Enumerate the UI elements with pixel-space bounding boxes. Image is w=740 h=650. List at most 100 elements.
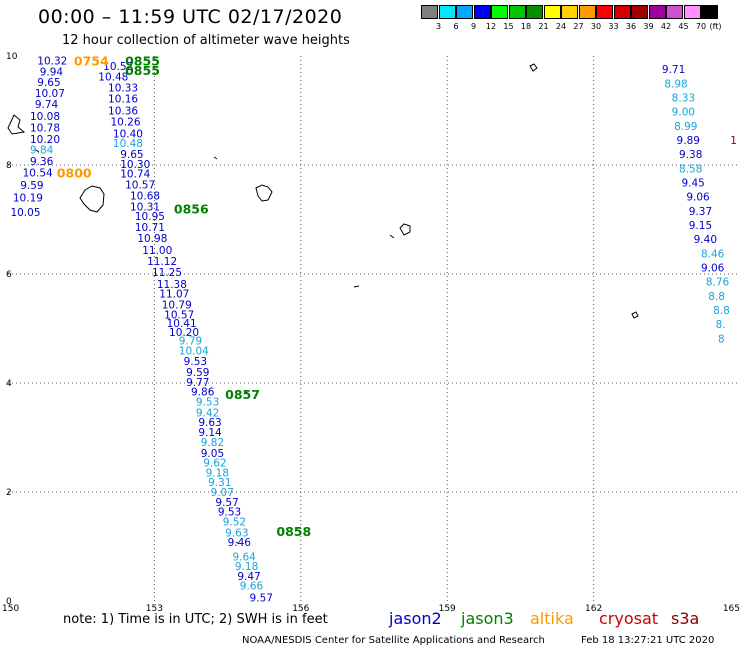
wave-height-values: 10.329.949.6510.079.7410.0810.7810.209.8… [10,55,736,604]
map-subtitle: 12 hour collection of altimeter wave hei… [62,33,350,48]
wave-height-value: 8.99 [674,121,697,133]
wave-height-value: 10.05 [10,207,40,219]
axis-tick-labels: 150 153 156 159 162 165 0 2 4 6 8 10 [2,52,740,614]
wave-height-value: 9.59 [186,367,209,379]
pass-time-label: 0856 [174,202,209,217]
legend-swatch [526,5,543,19]
wave-height-value: 8.98 [664,78,687,90]
wave-height-value: 9.57 [250,593,273,605]
lat-tick-label: 0 [6,597,12,607]
wave-height-value: 10.98 [137,233,167,245]
legend-bin-label: 70 [695,22,707,31]
wave-height-value: 9.07 [211,487,234,499]
wave-height-value: 9.57 [215,497,238,509]
wave-height-value: 9.31 [208,477,231,489]
legend-swatch [543,5,561,19]
legend-bin-label: 6 [453,22,459,31]
island-outline [529,63,538,72]
wave-height-value: 11.07 [159,289,189,301]
legend-bin-label: 21 [538,22,549,31]
wave-height-value: 9.18 [206,467,229,479]
lon-tick-label: 153 [146,604,163,614]
wave-height-value: 8 [718,333,725,345]
satellite-label-s3a: s3a [671,609,700,628]
wave-height-value: 10.79 [162,300,192,312]
legend-swatch [578,5,596,19]
wave-height-value: 11.12 [147,256,177,268]
wave-height-value: 9.42 [196,407,219,419]
wave-height-value: 8. [716,319,726,331]
legend-swatch [596,5,613,19]
lon-tick-label: 162 [585,604,602,614]
wave-height-value: 10.26 [110,116,140,128]
legend-swatch [491,5,508,19]
wave-height-value: 11.38 [157,279,187,291]
legend-bin-label: 45 [678,22,689,31]
legend-swatch [631,5,648,19]
satellite-label-altika: altika [530,609,574,628]
wave-height-value: 9.79 [179,335,202,347]
wave-height-value: 9.00 [672,107,695,119]
satellite-label-jason3: jason3 [461,609,514,628]
wave-height-value: 8.58 [679,163,702,175]
wave-height-value: 9.64 [232,551,256,563]
wave-height-value: 8.8 [713,305,730,317]
legend-bin-label: 39 [643,22,654,31]
legend-bin-label: 24 [555,22,567,31]
lat-tick-label: 4 [6,379,12,389]
wave-height-value: 10.71 [135,222,165,234]
legend-swatch [473,5,491,19]
legend-swatch [508,5,526,19]
legend-swatch [421,5,438,19]
island-outline [235,541,240,545]
lat-tick-label: 8 [6,161,12,171]
legend-swatch [666,5,683,19]
wave-height-value: 9.63 [225,527,248,539]
wave-height-value: 10.48 [98,72,128,84]
wave-height-value: 10.04 [179,345,209,357]
footer-note: note: 1) Time is in UTC; 2) SWH is in fe… [63,612,328,627]
wave-height-value: 9.62 [203,458,226,470]
legend-swatch [456,5,473,19]
island-outline [255,184,273,202]
pass-time-label: 0855 [125,63,160,78]
wave-height-value: 8.33 [672,92,695,104]
wave-height-value: 10.95 [135,211,165,223]
legend-bin-label: 42 [660,22,672,31]
wave-height-value: 9.37 [689,206,712,218]
wave-height-value: 10.57 [164,309,194,321]
wave-height-value: 9.89 [677,135,700,147]
pass-time-label: 0858 [276,524,311,539]
wave-height-value: 9.18 [235,561,258,573]
legend-bin-label: 9 [470,22,477,31]
wave-height-value: 10.57 [125,180,155,192]
legend-bin-label: 33 [608,22,619,31]
wave-height-value: 9.47 [237,571,260,583]
wave-height-value: 8.46 [701,248,725,260]
lon-tick-label: 150 [2,604,19,614]
wave-height-value: 10.07 [35,88,65,100]
wave-height-value: 9.06 [701,262,725,274]
wave-height-value: 10.74 [120,169,150,181]
lon-tick-label: 156 [292,604,309,614]
wave-height-value: 10.48 [113,138,143,150]
wave-height-value: 9.45 [681,177,704,189]
legend-bin-label: 30 [590,22,602,31]
wave-height-value: 9.86 [191,387,215,399]
wave-height-value: 9.05 [201,448,224,460]
wave-height-value: 9.63 [198,417,221,429]
island-outlines [7,63,639,545]
legend-bin-label: 18 [520,22,532,31]
legend-swatch [438,5,456,19]
wave-height-value: 9.38 [679,149,702,161]
wave-height-value: 10.20 [30,134,60,146]
wave-height-value: 10.54 [23,168,53,180]
wave-height-value: 9.46 [228,537,252,549]
wave-height-value: 9.36 [30,156,54,168]
wave-height-value: 10.32 [37,55,67,67]
island-outline [389,234,395,239]
lat-tick-label: 2 [6,488,12,498]
wave-height-value: 10.16 [108,94,138,106]
lon-tick-label: 165 [723,604,740,614]
wave-height-value: 10.20 [169,327,199,339]
